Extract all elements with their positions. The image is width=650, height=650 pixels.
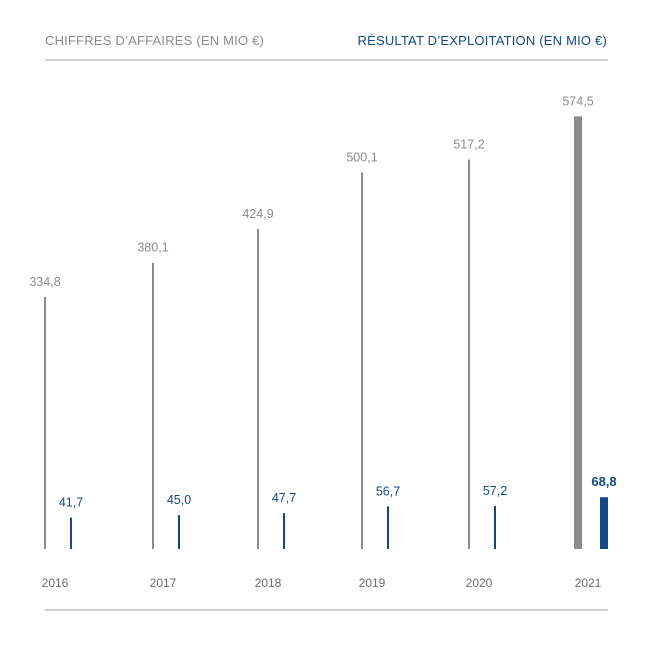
x-tick-label-2016: 2016 [42,576,69,590]
operating-result-value-label-2018: 47,7 [272,491,296,505]
operating-result-bar-2016 [70,517,72,549]
operating-result-value-label-2020: 57,2 [483,484,507,498]
operating-result-value-label-2016: 41,7 [59,496,83,510]
operating-result-bar-2017 [178,515,180,549]
revenue-bar-2018 [257,229,259,549]
operating-result-value-label-2021: 68,8 [591,474,616,489]
revenue-value-label-2017: 380,1 [137,241,168,255]
revenue-value-label-2016: 334,8 [29,275,60,289]
revenue-bar-2021 [574,116,582,549]
operating-result-value-label-2017: 45,0 [167,493,191,507]
top-divider [45,59,608,61]
operating-result-bar-2020 [494,505,496,549]
revenue-value-label-2018: 424,9 [242,207,273,221]
x-tick-label-2019: 2019 [359,576,386,590]
legend-revenue: CHIFFRES D’AFFAIRES (EN MIO €) [45,33,265,48]
revenue-bar-2020 [468,159,470,549]
x-tick-label-2021: 2021 [575,576,602,590]
x-tick-label-2017: 2017 [150,576,177,590]
operating-result-bar-2019 [387,506,389,549]
revenue-value-label-2021: 574,5 [562,94,593,108]
x-tick-label-2018: 2018 [255,576,282,590]
operating-result-bar-2021 [600,497,608,549]
operating-result-bar-2018 [283,513,285,549]
operating-result-value-label-2019: 56,7 [376,484,400,498]
revenue-bar-2016 [44,296,46,549]
x-tick-label-2020: 2020 [466,576,493,590]
revenue-bar-2019 [361,172,363,549]
bottom-divider [45,609,608,611]
legend-operating-result: RÉSULTAT D’EXPLOITATION (EN MIO €) [357,33,607,48]
revenue-value-label-2019: 500,1 [346,150,377,164]
revenue-bar-2017 [152,262,154,549]
revenue-value-label-2020: 517,2 [453,137,484,151]
